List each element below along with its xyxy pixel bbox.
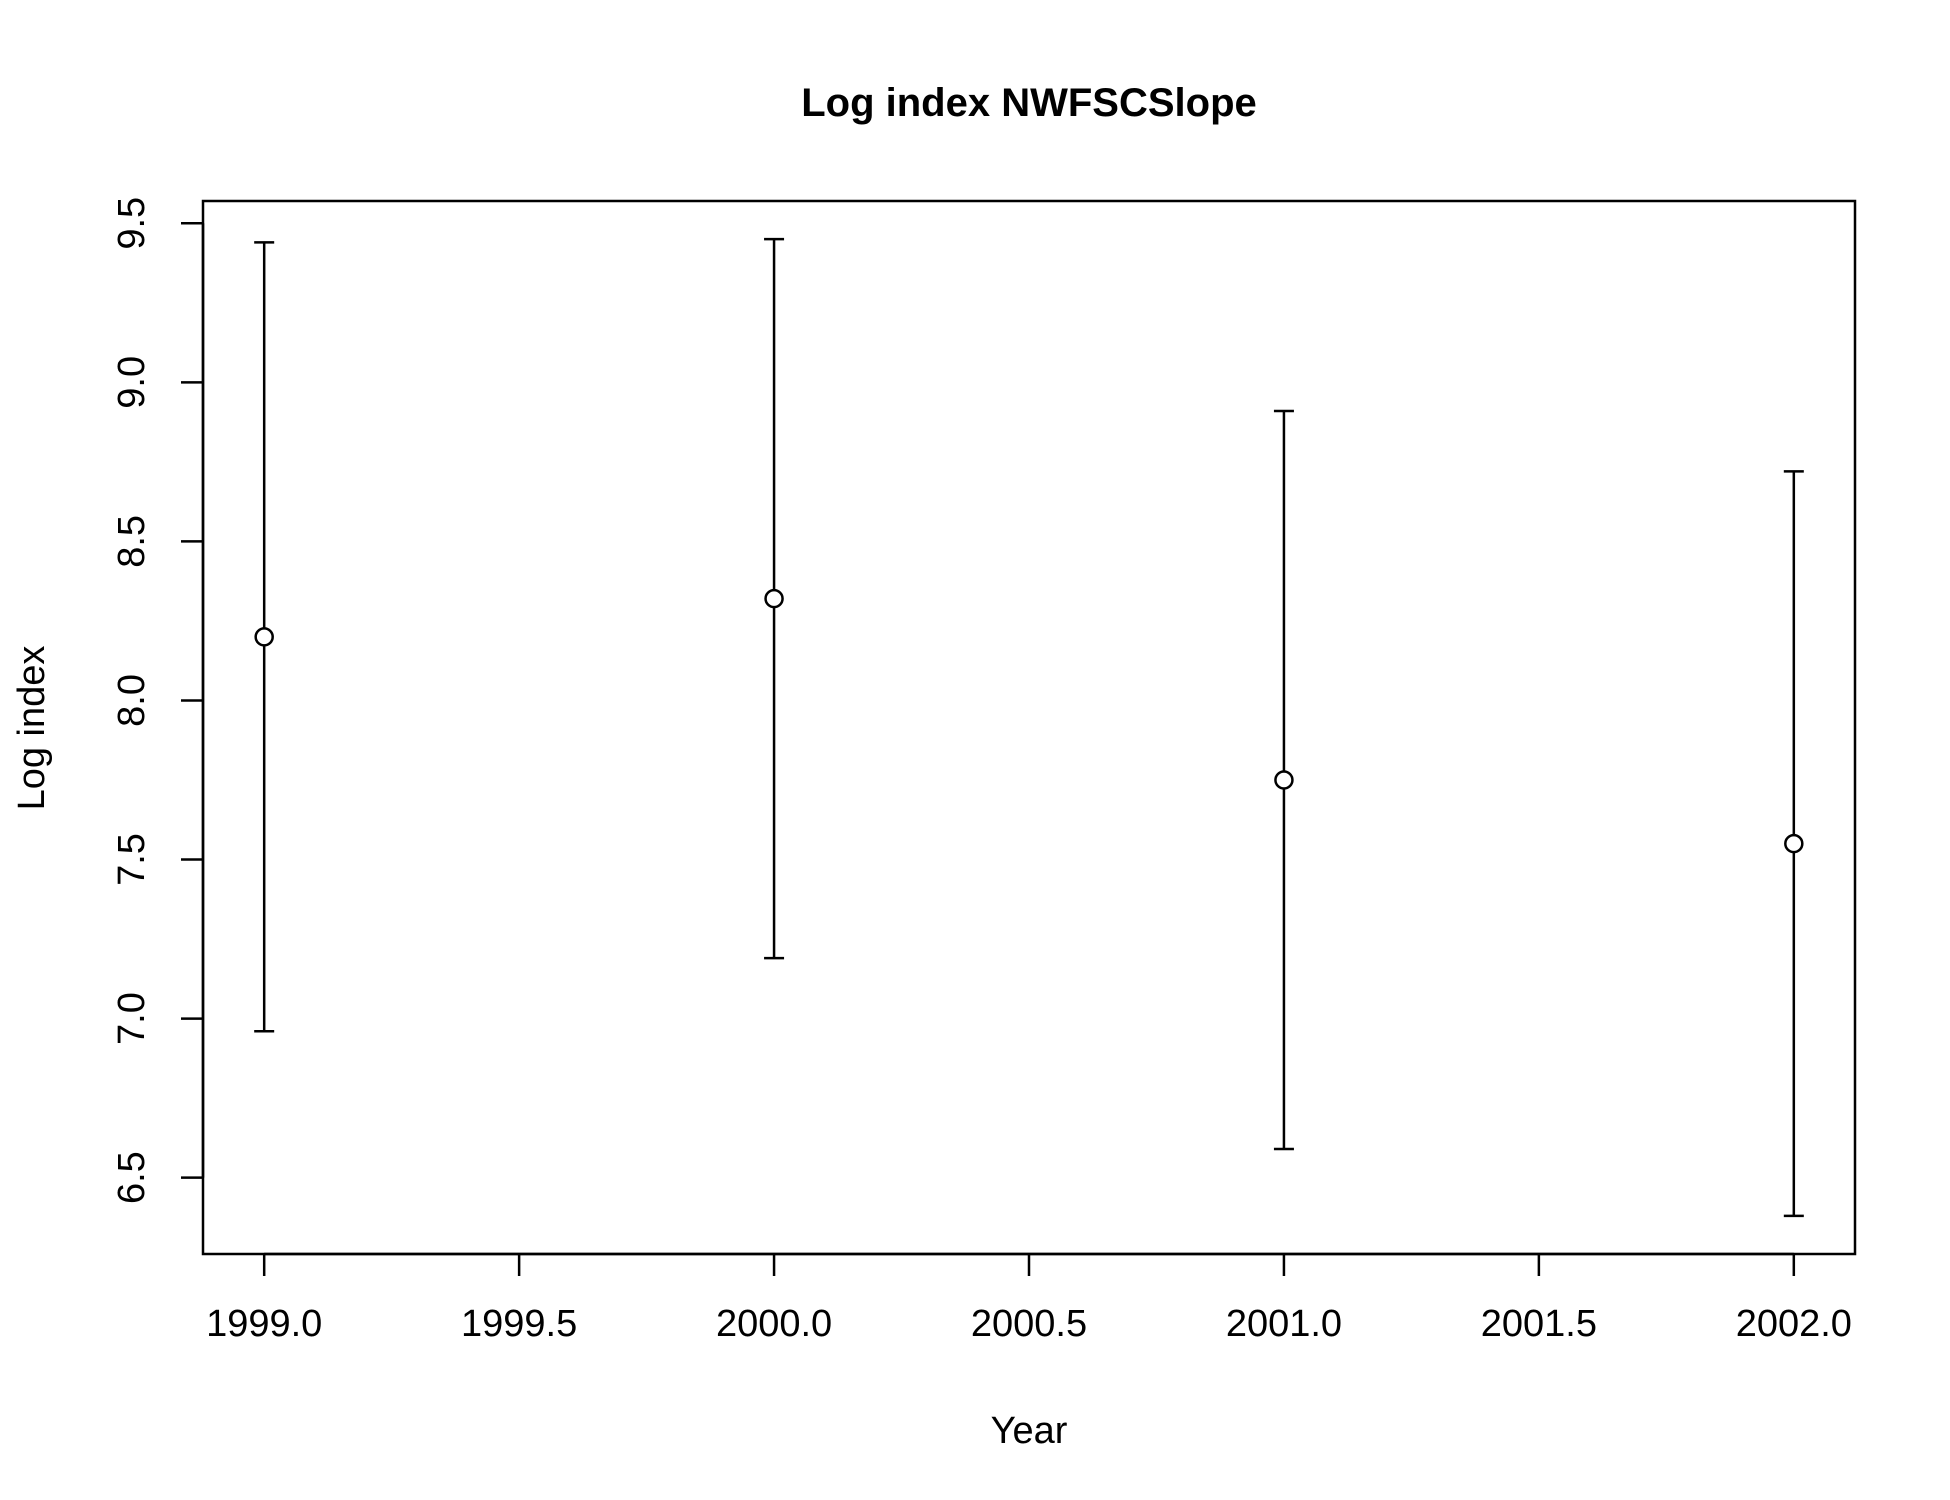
x-tick-label: 2002.0 [1736,1303,1852,1345]
data-series [254,237,1804,1218]
data-point [764,588,784,609]
x-axis: 1999.0 1999.5 2000.0 2000.5 2001.0 2001.5 2002… [206,1252,1852,1345]
data-point [1784,833,1804,854]
x-tick-label: 2001.0 [1226,1303,1342,1345]
y-axis: 6.5 7.0 7.5 8.0 8.5 9.0 9.5 [111,197,205,1204]
x-axis-label: Year [991,1410,1068,1452]
y-tick-label: 8.5 [111,515,153,568]
x-tick-label: 2000.0 [716,1303,832,1345]
x-tick-label: 1999.5 [461,1303,577,1345]
chart-title: Log index NWFSCSlope [801,81,1257,125]
x-tick-label: 1999.0 [206,1303,322,1345]
y-tick-label: 9.0 [111,356,153,409]
x-tick-label: 2001.5 [1481,1303,1597,1345]
data-point [1274,770,1294,790]
y-axis-label: Log index [11,646,53,811]
y-tick-label: 6.5 [111,1151,153,1204]
y-tick-label: 9.5 [111,197,153,250]
x-tick-label: 2000.5 [971,1303,1087,1345]
y-tick-label: 7.5 [111,833,153,886]
y-tick-label: 7.0 [111,992,153,1045]
data-point [254,627,274,647]
y-tick-label: 8.0 [111,674,153,727]
plot-area-frame [201,199,1857,1256]
